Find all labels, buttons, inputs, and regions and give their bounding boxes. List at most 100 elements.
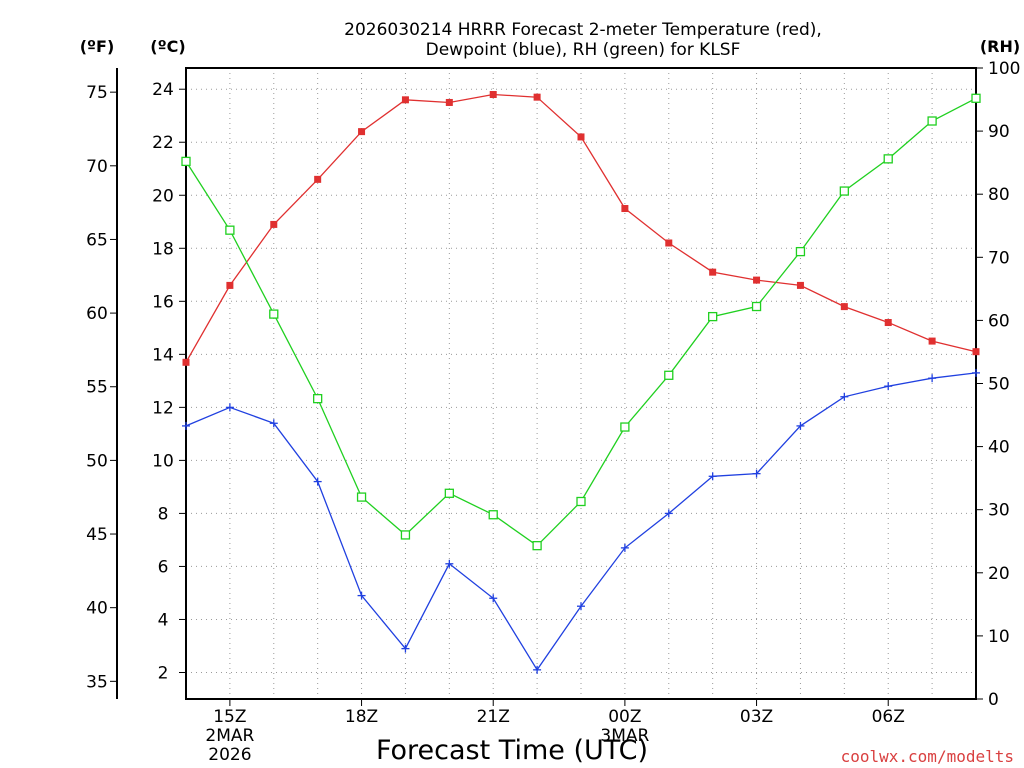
dewpoint-point: [752, 469, 761, 478]
rh-point: [488, 510, 498, 520]
temperature-point: [621, 205, 629, 213]
year-tick-label: 2026: [208, 745, 251, 765]
temperature-point: [577, 133, 585, 141]
rh-tick-label: 100: [988, 59, 1020, 79]
dewpoint-point: [269, 419, 278, 428]
dewpoint-point: [357, 591, 366, 600]
rh-point: [313, 393, 323, 404]
rh-tick-label: 70: [988, 248, 1010, 268]
tick-labels: 2468101214161820222435404550556065707501…: [86, 59, 1020, 765]
time-tick-label: 18Z: [345, 707, 378, 727]
dewpoint-point: [533, 665, 542, 674]
celsius-axis-unit: (ºC): [150, 37, 185, 56]
rh-point: [532, 541, 542, 551]
dewpoint-point: [664, 509, 673, 518]
rh-tick-label: 20: [988, 564, 1010, 584]
rh-tick-label: 80: [988, 185, 1010, 205]
time-tick-label: 03Z: [740, 707, 773, 727]
time-tick-label: 00Z: [608, 707, 641, 727]
celsius-tick-label: 10: [152, 451, 174, 471]
chart-title-line-2: Dewpoint (blue), RH (green) for KLSF: [426, 40, 741, 60]
temperature-point: [928, 337, 936, 345]
fahrenheit-tick-label: 45: [86, 525, 108, 545]
data-series: [181, 91, 981, 674]
rh-point: [708, 311, 718, 322]
fahrenheit-tick-label: 35: [86, 672, 108, 692]
dewpoint-point: [401, 644, 410, 653]
celsius-tick-label: 24: [152, 80, 174, 100]
dewpoint-series: [182, 368, 980, 674]
temperature-point: [270, 220, 278, 228]
rh-axis-unit: (RH): [980, 37, 1020, 56]
dewpoint-point: [884, 382, 893, 391]
celsius-tick-label: 4: [158, 610, 169, 630]
rh-tick-label: 10: [988, 627, 1010, 647]
dewpoint-point: [489, 594, 498, 603]
time-tick-label: 06Z: [872, 707, 905, 727]
temperature-point: [445, 98, 453, 106]
temperature-point: [226, 281, 234, 289]
rh-point: [400, 530, 411, 540]
temperature-point: [709, 268, 717, 276]
rh-point: [751, 301, 762, 312]
dewpoint-line: [185, 372, 977, 671]
dewpoint-point: [708, 472, 717, 481]
temperature-point: [884, 319, 892, 327]
temperature-point: [665, 239, 673, 247]
fahrenheit-tick-label: 55: [86, 378, 108, 398]
dewpoint-point: [796, 421, 805, 430]
dewpoint-point: [577, 602, 585, 611]
rh-point: [444, 488, 454, 498]
rh-point: [971, 93, 981, 103]
rh-point: [225, 225, 235, 235]
time-tick-label: 15Z: [213, 707, 246, 727]
rh-point: [181, 156, 191, 167]
chart-title-line-1: 2026030214 HRRR Forecast 2-meter Tempera…: [344, 20, 822, 40]
celsius-tick-label: 22: [152, 133, 174, 153]
celsius-tick-label: 8: [158, 504, 169, 524]
celsius-tick-label: 14: [152, 345, 174, 365]
temperature-point: [182, 358, 190, 366]
rh-point: [795, 246, 806, 257]
rh-tick-label: 40: [988, 438, 1010, 458]
rh-point: [927, 116, 937, 126]
dewpoint-point: [972, 368, 980, 377]
celsius-tick-label: 16: [152, 292, 174, 312]
celsius-tick-label: 6: [158, 557, 169, 577]
rh-point: [664, 370, 674, 380]
dewpoint-point: [928, 374, 937, 383]
temperature-point: [314, 175, 322, 183]
date-tick-label: 3MAR: [600, 726, 649, 746]
fahrenheit-axis-unit: (ºF): [80, 37, 115, 56]
date-tick-label: 2MAR: [205, 726, 254, 746]
celsius-tick-label: 12: [152, 398, 174, 418]
dewpoint-point: [225, 403, 234, 412]
rh-tick-label: 30: [988, 501, 1010, 521]
dewpoint-point: [313, 477, 322, 486]
dewpoint-point: [620, 543, 629, 552]
grid-lines: [186, 68, 976, 699]
rh-point: [620, 422, 630, 432]
rh-tick-label: 60: [988, 311, 1010, 331]
rh-point: [356, 492, 367, 502]
fahrenheit-tick-label: 40: [86, 599, 108, 619]
temperature-point: [533, 93, 541, 101]
temperature-point: [840, 303, 848, 311]
rh-tick-label: 0: [988, 690, 999, 710]
temperature-point: [358, 128, 366, 136]
fahrenheit-tick-label: 70: [86, 157, 108, 177]
celsius-tick-label: 18: [152, 239, 174, 259]
fahrenheit-tick-label: 50: [86, 451, 108, 471]
temperature-point: [489, 91, 497, 99]
temperature-series: [182, 91, 980, 366]
fahrenheit-tick-label: 75: [86, 83, 108, 103]
fahrenheit-tick-label: 65: [86, 230, 108, 250]
rh-point: [839, 186, 849, 196]
rh-tick-label: 50: [988, 375, 1010, 395]
dewpoint-point: [840, 392, 849, 401]
source-credit: coolwx.com/modelts: [841, 747, 1014, 766]
celsius-tick-label: 20: [152, 186, 174, 206]
time-tick-label: 21Z: [477, 707, 510, 727]
dewpoint-point: [445, 559, 454, 568]
